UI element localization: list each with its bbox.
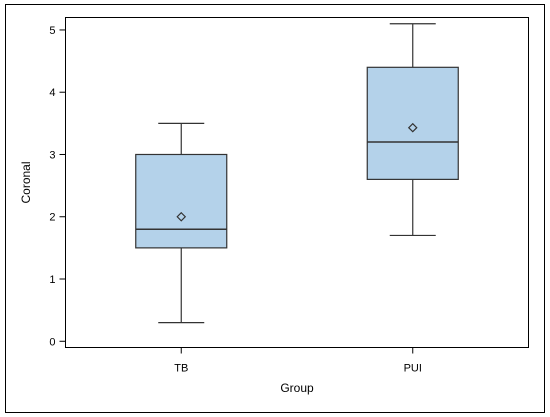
y-tick-label: 1 bbox=[49, 274, 55, 286]
y-tick-label: 4 bbox=[49, 87, 55, 99]
box-group-pui bbox=[366, 23, 459, 237]
x-axis-title: Group bbox=[280, 381, 314, 395]
plot-area-frame bbox=[65, 17, 529, 348]
y-tick-label: 2 bbox=[49, 212, 55, 224]
y-tick-label: 0 bbox=[49, 336, 55, 348]
mean-marker bbox=[407, 122, 418, 133]
y-axis: 0 1 2 3 4 5 bbox=[49, 25, 66, 348]
x-tick-label: TB bbox=[174, 363, 188, 375]
mean-marker bbox=[176, 211, 187, 222]
y-tick-label: 5 bbox=[49, 25, 55, 37]
chart-outer-border bbox=[5, 4, 545, 413]
box-group-tb bbox=[135, 122, 228, 324]
box-series bbox=[135, 23, 459, 324]
iqr-box bbox=[135, 153, 228, 249]
x-tick-label: PUI bbox=[404, 363, 422, 375]
x-axis: TB PUI bbox=[174, 347, 422, 375]
y-axis-title: Coronal bbox=[19, 161, 33, 203]
y-tick-label: 3 bbox=[49, 149, 55, 161]
